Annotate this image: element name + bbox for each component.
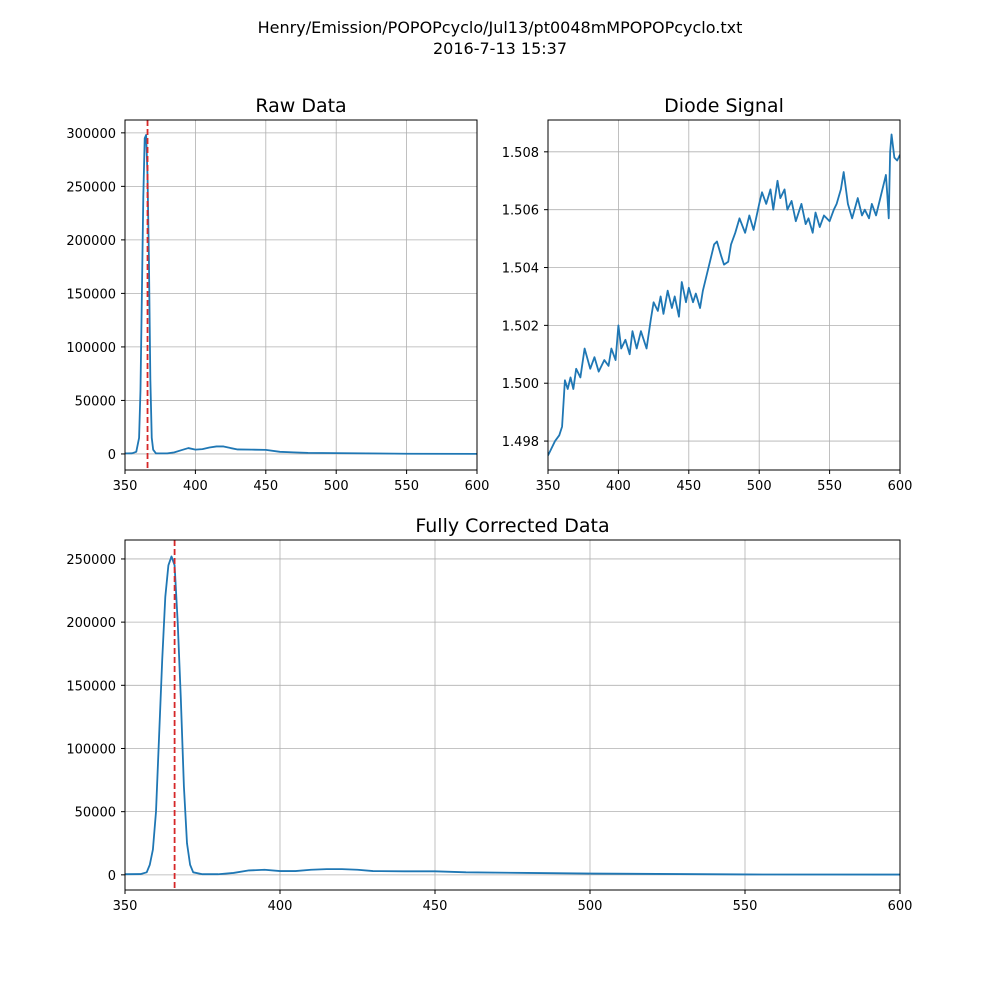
plot-area (125, 120, 477, 470)
x-tick-label: 600 (465, 479, 490, 494)
data-series-line (125, 134, 477, 455)
x-tick-label: 450 (253, 479, 278, 494)
chart-title: Raw Data (255, 95, 346, 117)
y-tick-label: 250000 (66, 180, 116, 195)
y-tick-label: 300000 (66, 127, 116, 142)
x-tick-label: 500 (324, 479, 349, 494)
x-tick-label: 550 (394, 479, 419, 494)
x-tick-label: 350 (113, 479, 138, 494)
x-tick-label: 400 (183, 479, 208, 494)
axes-frame (124, 119, 478, 471)
y-tick-label: 100000 (66, 341, 116, 356)
figure-title-line2: 2016-7-13 15:37 (433, 39, 567, 58)
y-tick-label: 150000 (66, 287, 116, 302)
y-tick-label: 50000 (75, 394, 116, 409)
y-tick-label: 0 (108, 448, 116, 463)
figure-title-line1: Henry/Emission/POPOPcyclo/Jul13/pt0048mM… (257, 18, 743, 37)
y-tick-label: 200000 (66, 234, 116, 249)
